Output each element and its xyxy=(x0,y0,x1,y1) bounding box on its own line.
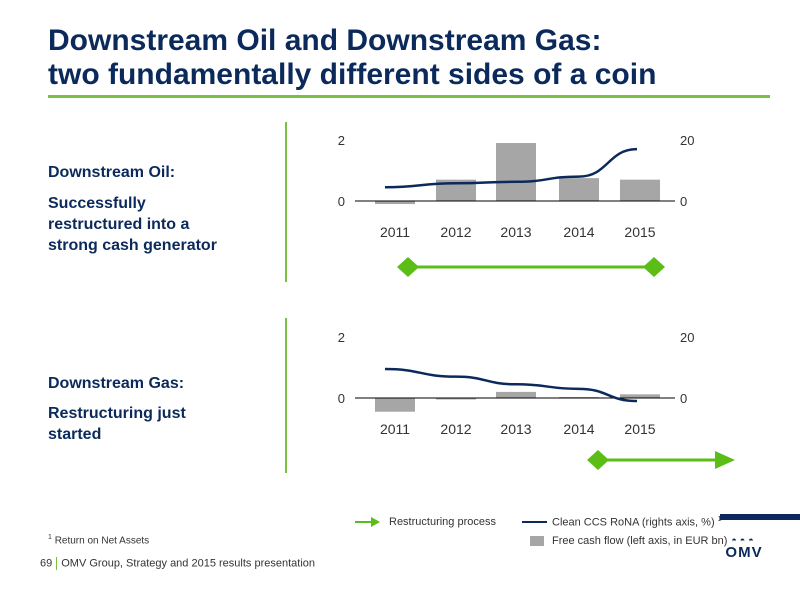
gas-desc-line-2: started xyxy=(48,426,102,443)
footer-separator xyxy=(56,557,58,570)
legend-restructuring-swatch xyxy=(355,517,380,527)
bar-2012 xyxy=(436,398,476,400)
oil-separator xyxy=(285,122,287,282)
slide-title: Downstream Oil and Downstream Gas: two f… xyxy=(48,24,656,92)
gas-desc-line-1: Restructuring just xyxy=(48,405,186,422)
footnote: 1 Return on Net Assets xyxy=(48,534,149,546)
y-left-tick-0: 0 xyxy=(338,194,345,209)
y-left-tick-2: 2 xyxy=(338,330,345,345)
arrow-diamond-start xyxy=(587,450,609,470)
arrow-diamond-start xyxy=(397,257,419,277)
logo-text: OMV xyxy=(725,544,763,561)
x-tick-2011: 2011 xyxy=(380,224,410,240)
bar-2011 xyxy=(375,201,415,205)
bar-2015 xyxy=(620,179,660,201)
y-left-tick-2: 2 xyxy=(338,133,345,148)
x-tick-2015: 2015 xyxy=(624,224,655,240)
omv-logo: ◓◓◓ OMV xyxy=(722,535,766,561)
footnote-text: Return on Net Assets xyxy=(54,535,150,547)
logo-bar xyxy=(720,514,800,520)
y-right-tick-0: 0 xyxy=(680,391,687,406)
x-tick-2011: 2011 xyxy=(380,421,410,437)
arrow-head-end xyxy=(715,451,735,469)
x-tick-2014: 2014 xyxy=(563,224,594,240)
legend-restructuring-label: Restructuring process xyxy=(389,516,496,528)
x-tick-2012: 2012 xyxy=(440,224,471,240)
x-tick-2013: 2013 xyxy=(500,224,531,240)
legend-fcf-swatch xyxy=(530,536,544,546)
oil-description: Successfully restructured into a strong … xyxy=(48,193,217,256)
y-right-tick-20: 20 xyxy=(680,330,694,345)
title-line-1: Downstream Oil and Downstream Gas: xyxy=(48,24,602,57)
gas-description: Restructuring just started xyxy=(48,403,186,445)
x-tick-2013: 2013 xyxy=(500,421,531,437)
gas-heading: Downstream Gas: xyxy=(48,375,185,392)
bar-2013 xyxy=(496,391,536,398)
arrow-diamond-end xyxy=(643,257,665,277)
bar-2015 xyxy=(620,394,660,398)
y-right-tick-20: 20 xyxy=(680,133,694,148)
bar-2011 xyxy=(375,398,415,412)
gas-restructuring-arrow xyxy=(587,450,735,470)
bar-2013 xyxy=(496,143,536,201)
legend-fcf-label: Free cash flow (left axis, in EUR bn) xyxy=(552,535,728,547)
title-underline xyxy=(48,95,770,98)
footnote-marker: 1 xyxy=(48,534,52,541)
bar-2012 xyxy=(436,179,476,201)
oil-desc-line-3: strong cash generator xyxy=(48,237,217,254)
title-line-2: two fundamentally different sides of a c… xyxy=(48,58,657,91)
oil-restructuring-arrow xyxy=(397,257,665,277)
footer: 69 OMV Group, Strategy and 2015 results p… xyxy=(40,557,315,570)
y-left-tick-0: 0 xyxy=(338,391,345,406)
legend-rona: Clean CCS RoNA (rights axis, %) 1 xyxy=(552,516,722,529)
x-tick-2015: 2015 xyxy=(624,421,655,437)
legend-rona-sup: 1 xyxy=(718,516,722,523)
oil-desc-line-1: Successfully xyxy=(48,195,146,212)
footer-text: OMV Group, Strategy and 2015 results pre… xyxy=(61,557,316,570)
bar-2014 xyxy=(559,178,599,201)
x-tick-2014: 2014 xyxy=(563,421,594,437)
oil-heading: Downstream Oil: xyxy=(48,164,176,181)
x-tick-2012: 2012 xyxy=(440,421,471,437)
y-right-tick-0: 0 xyxy=(680,194,687,209)
gas-separator xyxy=(285,318,287,473)
legend-rona-swatch xyxy=(522,521,547,523)
logo-mark: ◓◓◓ xyxy=(731,535,757,545)
legend-rona-label: Clean CCS RoNA (rights axis, %) xyxy=(552,516,715,529)
page-number: 69 xyxy=(40,557,53,570)
oil-desc-line-2: restructured into a xyxy=(48,216,190,233)
